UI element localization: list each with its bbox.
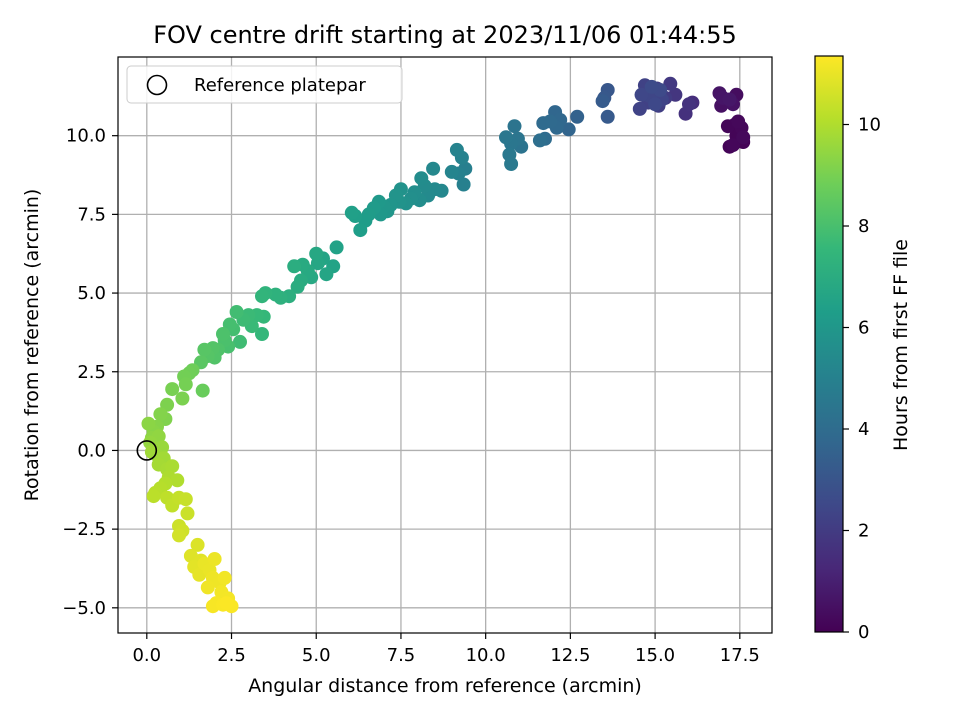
data-point-7 xyxy=(726,138,740,153)
colorbar-label: Hours from first FF file xyxy=(890,239,912,451)
data-point-59 xyxy=(449,142,464,157)
data-point-85 xyxy=(329,240,344,255)
data-point-146 xyxy=(170,473,185,488)
data-point-8 xyxy=(731,114,746,129)
data-point-126 xyxy=(165,382,180,397)
colorbar: 0 2 4 6 8 10 Hours from first FF file xyxy=(814,55,912,643)
data-point-16 xyxy=(722,92,737,107)
data-point-34 xyxy=(644,79,659,94)
chart-title: FOV centre drift starting at 2023/11/06 … xyxy=(153,21,737,49)
data-point-52 xyxy=(499,130,513,145)
reference-platepar-marker xyxy=(136,440,158,461)
data-point-150 xyxy=(146,489,161,504)
data-point-28 xyxy=(632,101,647,116)
x-tick-label-3: 7.5 xyxy=(387,645,416,666)
data-point-96 xyxy=(287,259,302,274)
x-tick-label-0: 0.0 xyxy=(132,645,161,666)
y-tick-label-3: 2.5 xyxy=(77,362,106,383)
x-tick-label-5: 12.5 xyxy=(550,645,590,666)
data-point-158 xyxy=(172,528,186,543)
y-axis-ticks: −5.0 −2.5 0.0 2.5 5.0 7.5 10.0 xyxy=(62,126,118,619)
legend-entry-reference-platepar: Reference platepar xyxy=(194,75,366,96)
y-tick-label-1: −2.5 xyxy=(62,519,106,540)
y-tick-label-4: 5.0 xyxy=(77,283,106,304)
data-point-170 xyxy=(217,570,232,585)
data-point-54 xyxy=(504,157,519,171)
colorbar-tick-label-4: 8 xyxy=(858,216,869,237)
data-points xyxy=(141,76,751,614)
colorbar-tick-label-0: 0 xyxy=(858,622,869,643)
y-tick-label-5: 7.5 xyxy=(77,204,106,225)
x-tick-label-1: 2.5 xyxy=(217,645,246,666)
x-tick-label-6: 15.0 xyxy=(635,645,675,666)
data-point-9 xyxy=(736,130,751,145)
x-axis-ticks: 0.0 2.5 5.0 7.5 10.0 12.5 15.0 17.5 xyxy=(132,633,760,666)
data-point-31 xyxy=(634,87,649,102)
data-point-108 xyxy=(233,334,247,349)
data-point-90 xyxy=(309,246,324,261)
y-tick-label-6: 10.0 xyxy=(66,126,106,147)
data-point-121 xyxy=(195,383,210,398)
grid-lines xyxy=(118,57,772,633)
x-tick-label-4: 10.0 xyxy=(466,645,506,666)
data-point-169 xyxy=(200,580,215,595)
data-point-102 xyxy=(255,327,269,341)
reference-marker-layer xyxy=(136,440,158,461)
data-point-95 xyxy=(290,279,305,294)
colorbar-tick-label-2: 4 xyxy=(858,419,869,440)
data-point-130 xyxy=(153,407,168,422)
data-point-101 xyxy=(255,289,269,304)
colorbar-gradient-bar xyxy=(814,55,844,633)
data-point-82 xyxy=(353,223,368,238)
legend[interactable]: Reference platepar xyxy=(126,65,403,104)
data-point-39 xyxy=(570,109,585,124)
y-tick-label-0: −5.0 xyxy=(62,598,106,619)
plot-frame xyxy=(117,56,773,634)
y-axis-label: Rotation from reference (arcmin) xyxy=(21,189,43,502)
data-point-47 xyxy=(532,133,547,148)
data-point-32 xyxy=(648,97,663,112)
data-point-60 xyxy=(444,164,459,179)
data-point-109 xyxy=(229,305,244,319)
data-point-62 xyxy=(426,161,441,176)
y-tick-label-2: 0.0 xyxy=(77,440,106,461)
data-point-37 xyxy=(600,109,615,124)
colorbar-tick-label-3: 6 xyxy=(858,318,869,339)
data-point-114 xyxy=(216,327,230,341)
data-point-127 xyxy=(175,391,190,406)
data-point-177 xyxy=(219,596,234,611)
data-point-84 xyxy=(344,205,359,220)
data-point-119 xyxy=(197,342,212,357)
data-point-21 xyxy=(663,76,678,91)
data-point-38 xyxy=(595,94,610,109)
data-point-56 xyxy=(456,177,471,192)
data-point-125 xyxy=(178,377,193,392)
data-point-40 xyxy=(561,122,576,137)
x-tick-label-7: 17.5 xyxy=(720,645,760,666)
data-point-66 xyxy=(414,171,429,186)
data-point-155 xyxy=(180,506,195,521)
x-axis-label: Angular distance from reference (arcmin) xyxy=(248,675,642,697)
colorbar-ticks: 0 2 4 6 8 10 xyxy=(843,115,881,643)
data-point-144 xyxy=(165,459,180,474)
data-point-19 xyxy=(682,97,696,112)
colorbar-tick-label-1: 2 xyxy=(858,521,869,542)
data-point-133 xyxy=(141,416,156,431)
legend-marker-icon xyxy=(146,74,168,96)
data-point-49 xyxy=(507,119,522,134)
data-point-88 xyxy=(319,267,334,282)
data-point-154 xyxy=(178,492,193,507)
x-tick-label-2: 5.0 xyxy=(302,645,331,666)
data-point-166 xyxy=(207,552,222,566)
colorbar-tick-label-5: 10 xyxy=(858,115,881,136)
data-point-45 xyxy=(536,116,551,131)
legend-box xyxy=(126,65,403,104)
data-point-159 xyxy=(190,537,205,552)
